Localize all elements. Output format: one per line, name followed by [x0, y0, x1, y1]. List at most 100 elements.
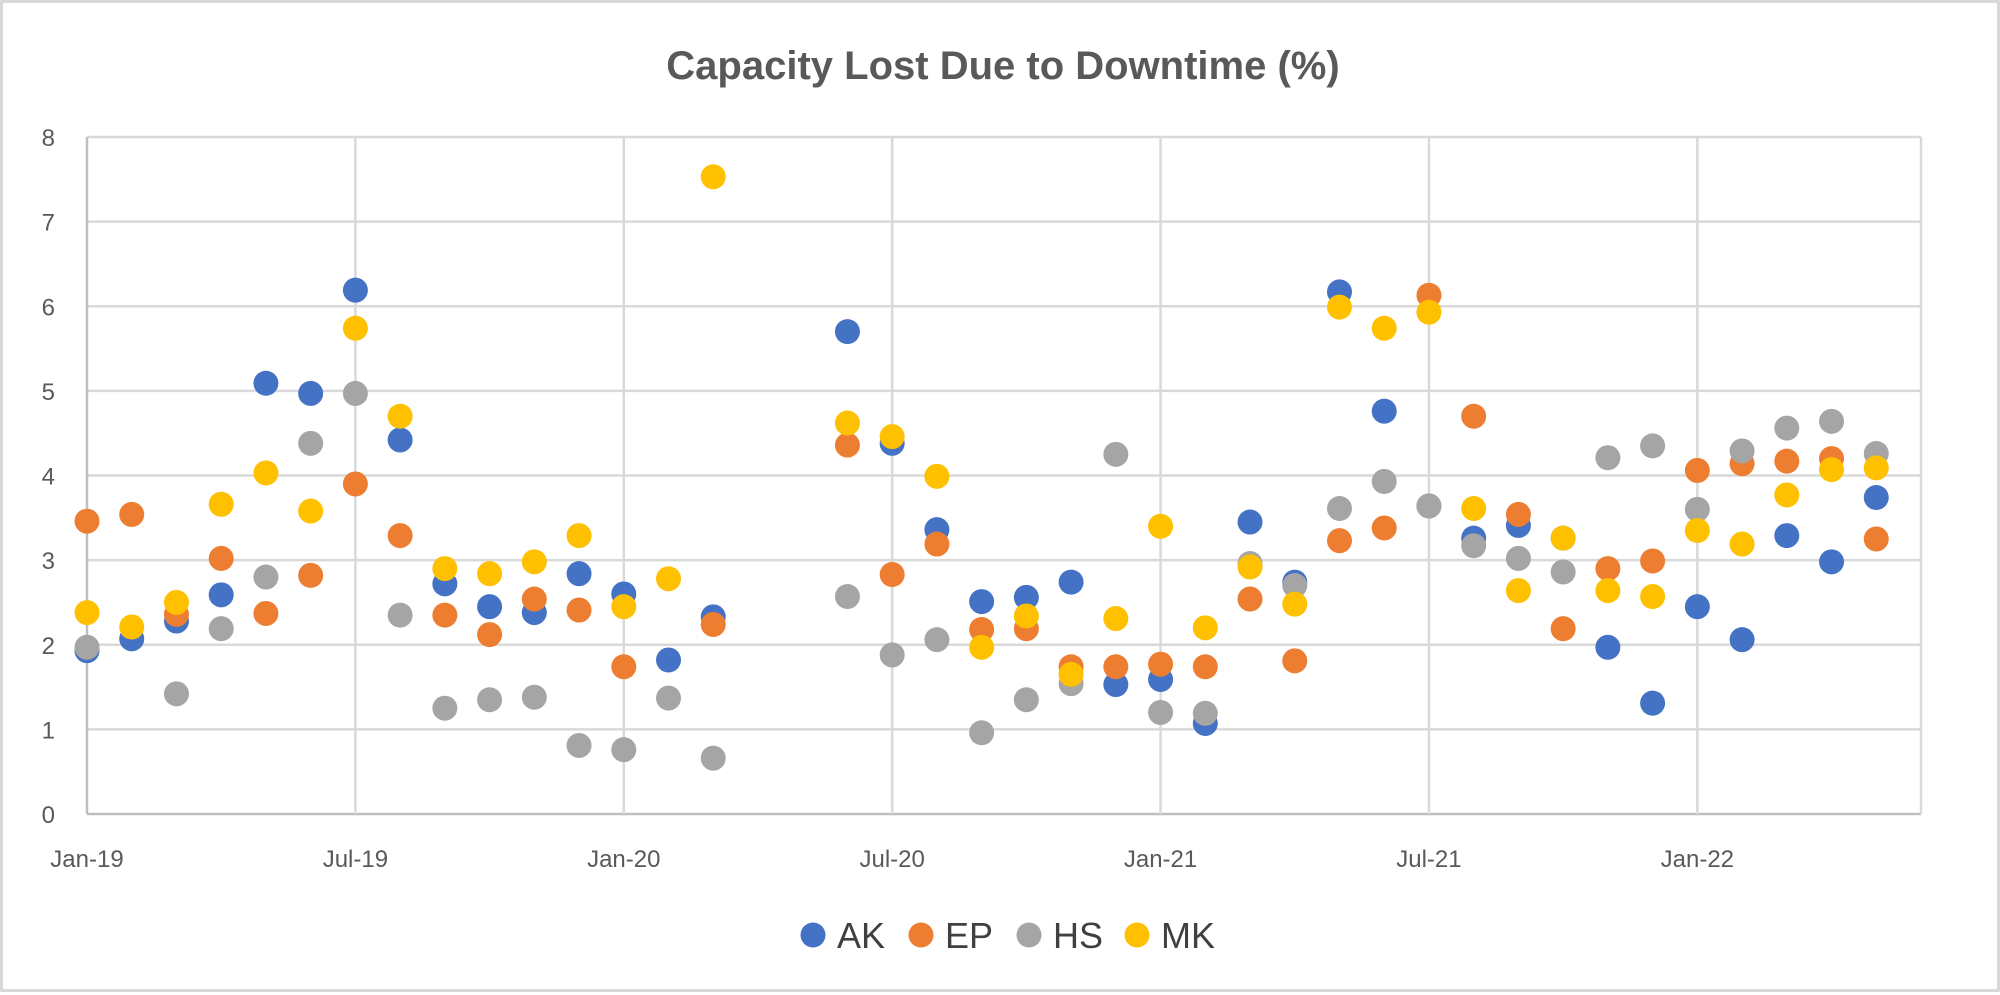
data-point-ep — [208, 545, 234, 571]
data-point-ep — [74, 508, 100, 534]
data-point-ep — [387, 523, 413, 549]
chart-title: Capacity Lost Due to Downtime (%) — [666, 44, 1339, 88]
data-point-ep — [834, 432, 860, 458]
x-tick-label: Jan-21 — [1124, 846, 1197, 873]
data-point-hs — [611, 737, 637, 763]
data-point-mk — [1819, 457, 1845, 483]
y-tick-label: 1 — [42, 717, 55, 744]
y-tick-label: 0 — [42, 802, 55, 829]
data-point-ep — [1640, 548, 1666, 574]
data-point-ep — [1103, 654, 1129, 680]
data-point-ep — [1550, 616, 1576, 642]
data-point-mk — [74, 600, 100, 626]
data-point-mk — [298, 498, 324, 524]
data-point-ak — [477, 594, 503, 620]
legend-marker-ep — [908, 922, 934, 948]
data-point-hs — [1595, 445, 1621, 471]
data-point-mk — [1505, 578, 1531, 604]
data-point-ak — [1371, 398, 1397, 424]
data-point-ep — [1237, 586, 1263, 612]
data-point-mk — [1863, 455, 1889, 481]
data-point-hs — [1326, 496, 1352, 522]
data-point-ep — [611, 654, 637, 680]
y-tick-label: 4 — [42, 464, 55, 491]
data-point-ak — [342, 277, 368, 303]
data-point-mk — [387, 403, 413, 429]
data-point-hs — [1550, 559, 1576, 585]
x-axis-tick-labels: Jan-19 Jul-19 Jan-20 Jul-20 Jan-21 Jul-21 Jan-… — [50, 846, 1734, 873]
data-point-mk — [1640, 584, 1666, 610]
data-point-mk — [1729, 531, 1755, 557]
data-point-ak — [298, 380, 324, 406]
data-point-mk — [566, 523, 592, 549]
data-point-mk — [834, 410, 860, 436]
data-point-mk — [969, 634, 995, 660]
x-tick-label: Jan-20 — [587, 846, 660, 873]
data-point-ep — [1461, 403, 1487, 429]
data-point-mk — [208, 491, 234, 517]
data-point-hs — [387, 602, 413, 628]
data-point-mk — [477, 561, 503, 587]
y-tick-label: 6 — [42, 294, 55, 321]
data-point-mk — [1282, 591, 1308, 617]
series-ak — [74, 277, 1889, 736]
data-point-mk — [924, 463, 950, 489]
y-axis-tick-labels: 0 1 2 3 4 5 6 7 8 — [42, 125, 55, 829]
data-point-hs — [969, 720, 995, 746]
data-point-ep — [477, 622, 503, 648]
data-point-ak — [566, 561, 592, 587]
data-point-ep — [432, 602, 458, 628]
data-point-mk — [1326, 294, 1352, 320]
data-point-hs — [1461, 533, 1487, 559]
data-point-mk — [1058, 661, 1084, 687]
series-ep — [74, 282, 1889, 680]
data-point-mk — [1148, 513, 1174, 539]
data-point-hs — [1416, 493, 1442, 519]
data-point-hs — [477, 687, 503, 713]
data-point-ep — [1774, 448, 1800, 474]
data-point-ak — [1237, 509, 1263, 535]
data-point-hs — [1505, 545, 1531, 571]
data-point-ak — [253, 370, 279, 396]
data-point-hs — [521, 684, 547, 710]
y-tick-label: 8 — [42, 125, 55, 152]
data-point-mk — [1684, 518, 1710, 544]
data-point-hs — [1192, 700, 1218, 726]
data-point-ep — [700, 611, 726, 637]
data-point-hs — [253, 564, 279, 590]
y-tick-label: 7 — [42, 210, 55, 237]
data-point-ak — [1013, 584, 1039, 610]
legend-label-mk: MK — [1161, 915, 1215, 956]
data-point-ep — [1371, 515, 1397, 541]
x-tick-label: Jul-19 — [323, 846, 388, 873]
data-point-ep — [298, 562, 324, 588]
data-point-hs — [163, 681, 189, 707]
data-point-ak — [1729, 627, 1755, 653]
legend: AK EP HS MK — [800, 915, 1215, 956]
data-point-ep — [253, 600, 279, 626]
data-point-hs — [924, 627, 950, 653]
data-point-ep — [1863, 526, 1889, 552]
data-point-mk — [1371, 315, 1397, 341]
data-point-hs — [834, 584, 860, 610]
data-point-mk — [119, 614, 145, 640]
y-tick-label: 3 — [42, 548, 55, 575]
data-point-ep — [119, 501, 145, 527]
data-point-hs — [1819, 408, 1845, 434]
data-point-mk — [342, 315, 368, 341]
data-point-ep — [566, 597, 592, 623]
data-point-ep — [924, 531, 950, 557]
data-point-ak — [834, 319, 860, 345]
data-point-ak — [387, 427, 413, 453]
y-tick-label: 2 — [42, 633, 55, 660]
data-point-hs — [1103, 441, 1129, 467]
data-point-mk — [879, 424, 905, 450]
y-tick-label: 5 — [42, 379, 55, 406]
data-point-mk — [1416, 299, 1442, 325]
data-point-ak — [969, 589, 995, 615]
data-point-mk — [1461, 496, 1487, 522]
data-point-ep — [1192, 654, 1218, 680]
x-tick-label: Jan-22 — [1661, 846, 1734, 873]
data-point-ak — [1819, 549, 1845, 575]
